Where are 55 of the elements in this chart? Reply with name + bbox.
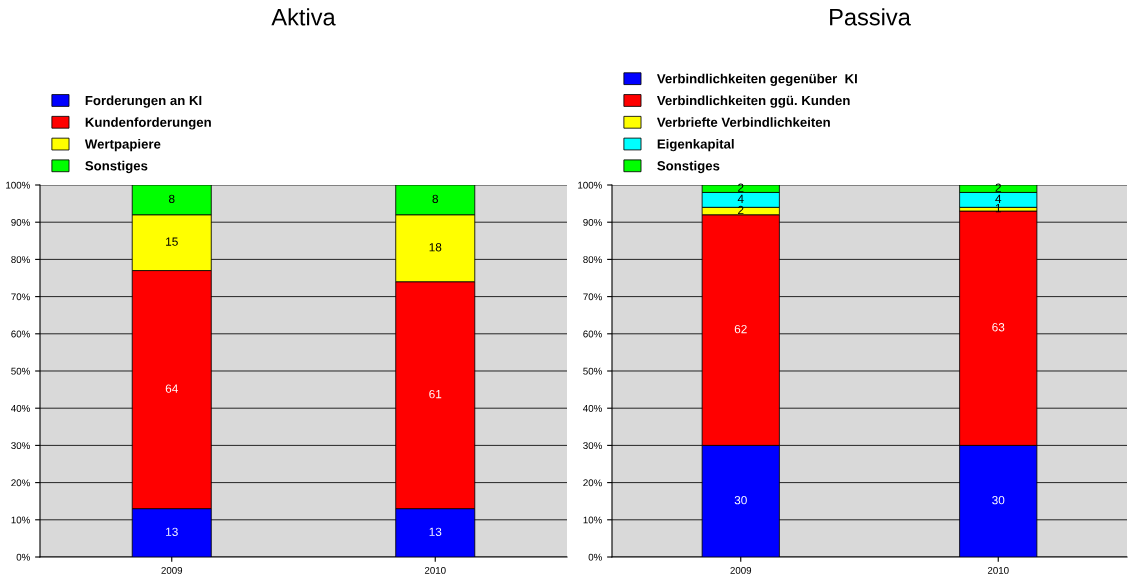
y-tick-label: 30% bbox=[583, 442, 602, 450]
legend-label: Wertpapiere bbox=[84, 139, 161, 152]
x-tick-label: 2009 bbox=[730, 566, 752, 574]
y-tick-label: 20% bbox=[583, 479, 602, 487]
data-label: 2 bbox=[738, 205, 744, 215]
y-tick-label: 40% bbox=[583, 404, 602, 412]
legend-label: Eigenkapital bbox=[657, 138, 734, 152]
y-tick-label: 60% bbox=[583, 330, 602, 338]
data-label: 13 bbox=[429, 527, 442, 536]
y-tick-label: 30% bbox=[11, 442, 30, 450]
y-tick-label: 0% bbox=[588, 553, 602, 561]
y-tick-label: 50% bbox=[583, 367, 602, 375]
legend-label: Verbriefte Verbindlichkeiten bbox=[656, 117, 830, 127]
legend-label: Kundenforderungen bbox=[85, 117, 211, 130]
legend-label: Sonstiges bbox=[657, 160, 720, 174]
data-label: 63 bbox=[992, 323, 1005, 332]
data-label: 2 bbox=[995, 183, 1001, 192]
data-label: 1 bbox=[995, 204, 1001, 213]
legend-label: Sonstiges bbox=[85, 160, 148, 174]
data-label: 4 bbox=[995, 194, 1002, 203]
x-tick-label: 2009 bbox=[161, 566, 183, 574]
data-label: 62 bbox=[734, 324, 747, 334]
chart-title: Passiva bbox=[830, 8, 911, 26]
data-label: 30 bbox=[734, 496, 747, 505]
x-tick-label: 2010 bbox=[987, 566, 1009, 574]
data-label: 8 bbox=[432, 194, 439, 204]
chart-title: Aktiva bbox=[271, 8, 336, 26]
y-tick-label: 80% bbox=[583, 256, 602, 264]
data-label: 15 bbox=[166, 237, 178, 246]
data-label: 30 bbox=[992, 496, 1005, 505]
y-tick-label: 70% bbox=[583, 293, 602, 301]
data-label: 18 bbox=[429, 243, 442, 252]
y-tick-label: 100% bbox=[578, 181, 602, 189]
y-tick-label: 50% bbox=[11, 367, 30, 375]
data-label: 61 bbox=[429, 389, 442, 399]
y-tick-label: 80% bbox=[11, 256, 30, 264]
y-tick-label: 100% bbox=[6, 181, 30, 189]
y-tick-label: 20% bbox=[11, 479, 30, 487]
y-tick-label: 90% bbox=[11, 218, 30, 226]
legend-label: Verbindlichkeiten ggü. Kunden bbox=[656, 95, 850, 108]
data-label: 2 bbox=[738, 183, 744, 192]
legend-label: Forderungen an KI bbox=[85, 95, 202, 108]
y-tick-label: 60% bbox=[11, 330, 30, 338]
y-tick-label: 70% bbox=[11, 293, 30, 301]
y-tick-label: 0% bbox=[16, 553, 30, 561]
data-label: 4 bbox=[737, 194, 744, 203]
y-tick-label: 90% bbox=[583, 218, 602, 226]
data-label: 8 bbox=[168, 194, 175, 204]
data-label: 13 bbox=[166, 527, 178, 536]
data-label: 64 bbox=[165, 384, 178, 393]
x-tick-label: 2010 bbox=[424, 566, 446, 574]
y-tick-label: 10% bbox=[583, 516, 602, 524]
legend-label: Verbindlichkeiten gegenüber KI bbox=[656, 73, 857, 86]
y-tick-label: 40% bbox=[11, 404, 30, 412]
y-tick-label: 10% bbox=[11, 516, 30, 524]
